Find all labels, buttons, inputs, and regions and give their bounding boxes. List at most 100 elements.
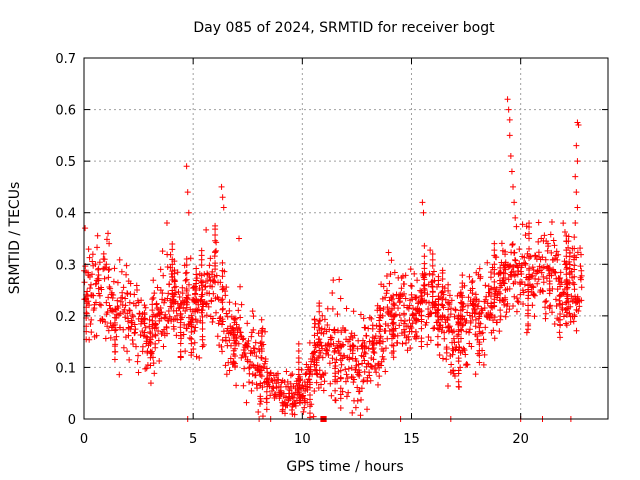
data-point (188, 349, 195, 356)
data-point (311, 361, 318, 368)
data-point (329, 289, 336, 296)
data-point (331, 329, 338, 336)
y-tick-label: 0.6 (55, 104, 76, 119)
data-point (566, 249, 573, 256)
data-point (506, 116, 513, 123)
data-point (513, 223, 520, 230)
data-point (357, 412, 364, 419)
data-point (439, 276, 446, 283)
data-point (487, 311, 494, 318)
data-point (506, 132, 513, 139)
data-point (418, 318, 425, 325)
data-point (419, 199, 426, 206)
data-point (269, 383, 276, 390)
data-point (183, 261, 190, 268)
data-point (144, 361, 151, 368)
data-point (103, 236, 110, 243)
data-point (123, 262, 130, 269)
data-point (399, 340, 406, 347)
data-point (111, 321, 118, 328)
data-point (199, 307, 206, 314)
data-point (253, 353, 260, 360)
data-point (130, 313, 137, 320)
data-point (149, 296, 156, 303)
data-point (526, 253, 533, 260)
data-point (358, 396, 365, 403)
data-point (263, 388, 270, 395)
y-tick-label: 0.2 (55, 310, 76, 325)
data-point (464, 302, 471, 309)
data-point (183, 269, 190, 276)
data-point (232, 315, 239, 322)
data-point (350, 379, 357, 386)
data-point (101, 256, 108, 263)
data-point (516, 246, 523, 253)
data-point (487, 274, 494, 281)
data-point (341, 353, 348, 360)
data-point (497, 280, 504, 287)
data-point (466, 329, 473, 336)
data-point (326, 326, 333, 333)
data-point (497, 313, 504, 320)
data-point (199, 301, 206, 308)
data-point (236, 324, 243, 331)
data-point (354, 384, 361, 391)
data-point (563, 238, 570, 245)
data-point (327, 341, 334, 348)
data-point (367, 377, 374, 384)
data-point (449, 351, 456, 358)
data-point (394, 332, 401, 339)
data-point (158, 309, 165, 316)
data-point (301, 404, 308, 411)
data-point (563, 266, 570, 273)
data-point (447, 305, 454, 312)
data-point (401, 320, 408, 327)
data-point (398, 317, 405, 324)
data-point (343, 305, 350, 312)
data-point (505, 106, 512, 113)
data-point (421, 289, 428, 296)
data-point (563, 322, 570, 329)
data-point (84, 288, 91, 295)
data-point (102, 318, 109, 325)
data-point (166, 281, 173, 288)
data-point (248, 329, 255, 336)
data-point (396, 322, 403, 329)
data-point (324, 322, 331, 329)
data-point (352, 404, 359, 411)
data-point (177, 340, 184, 347)
data-point (95, 285, 102, 292)
data-point (177, 332, 184, 339)
data-point (316, 318, 323, 325)
data-point (457, 364, 464, 371)
data-point (386, 280, 393, 287)
y-axis-label: SRMTID / TECUs (7, 182, 23, 295)
data-point (398, 285, 405, 292)
data-point (513, 295, 520, 302)
data-point (230, 335, 237, 342)
data-point (161, 299, 168, 306)
data-point (147, 341, 154, 348)
data-point (259, 413, 266, 420)
data-point (337, 295, 344, 302)
data-point (105, 294, 112, 301)
data-point (217, 279, 224, 286)
data-point (337, 367, 344, 374)
data-point (213, 309, 220, 316)
data-point (179, 284, 186, 291)
data-point (243, 399, 250, 406)
data-point (451, 373, 458, 380)
data-point (189, 317, 196, 324)
data-point (192, 324, 199, 331)
data-point (560, 289, 566, 296)
data-point (439, 267, 446, 274)
data-point (511, 293, 518, 300)
data-point (122, 314, 129, 321)
data-point (151, 370, 158, 377)
data-point (491, 247, 498, 254)
data-point (258, 333, 265, 340)
data-point (199, 291, 206, 298)
data-point (262, 356, 269, 363)
data-point (111, 348, 118, 355)
data-point (198, 262, 205, 269)
